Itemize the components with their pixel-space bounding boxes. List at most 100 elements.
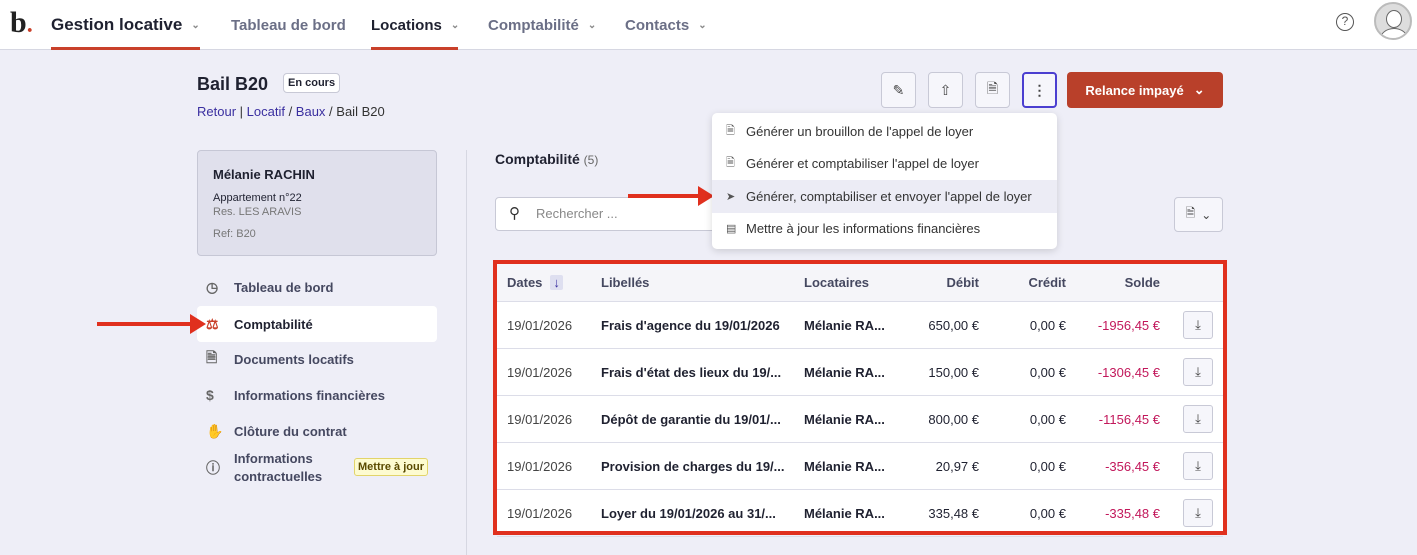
menu-label: Générer un brouillon de l'appel de loyer [746, 123, 974, 139]
sidebar-item-comptabilite[interactable]: ⚖ Comptabilité [197, 306, 437, 342]
menu-label: Générer et comptabiliser l'appel de loye… [746, 156, 979, 172]
sidebar-item-informations-contractuelles[interactable]: ⓘ Informations contractuelles [197, 449, 437, 487]
table-row[interactable]: 19/01/2026 Frais d'agence du 19/01/2026 Mé… [497, 302, 1223, 349]
cell-solde: -1306,45 € [1097, 364, 1160, 380]
cell-credit: 0,00 € [1029, 364, 1066, 380]
cell-locataire: Mélanie RA... [804, 317, 885, 333]
nav-comptabilite[interactable]: Comptabilité ⌄ [488, 0, 596, 50]
sidebar-item-informations-financieres[interactable]: $ Informations financières [197, 377, 437, 413]
cell-locataire: Mélanie RA... [804, 411, 885, 427]
document-button[interactable]: 🗎 [975, 72, 1010, 108]
cell-debit: 150,00 € [928, 364, 979, 380]
divider [466, 150, 467, 555]
tenant-card: Mélanie RACHIN Appartement n°22 Res. LES… [197, 150, 437, 256]
download-button[interactable]: ⤓ [1183, 452, 1213, 480]
cell-libelle: Frais d'agence du 19/01/2026 [601, 317, 780, 333]
menu-item-comptabiliser[interactable]: 🗎 Générer et comptabiliser l'appel de loy… [712, 148, 1057, 181]
menu-item-maj-financieres[interactable]: ▤ Mettre à jour les informations financiè… [712, 213, 1057, 246]
download-button[interactable]: ⤓ [1183, 358, 1213, 386]
cell-solde: -1156,45 € [1098, 411, 1160, 427]
table-row[interactable]: 19/01/2026 Dépôt de garantie du 19/01/...… [497, 396, 1223, 443]
gauge-icon: ◷ [206, 278, 219, 295]
chevron-down-icon: ⌄ [450, 19, 460, 31]
table-header: Dates ↓ Libellés Locataires Débit Crédit … [497, 264, 1223, 302]
nav-label: Locations [371, 16, 442, 34]
export-button[interactable]: 🗎 ⌄ [1174, 197, 1223, 232]
top-header: b. Gestion locative ⌄ Tableau de bord Loc… [0, 0, 1417, 50]
header-dates[interactable]: Dates ↓ [507, 264, 563, 301]
download-icon: ⤓ [1195, 458, 1201, 473]
cell-date: 19/01/2026 [507, 317, 573, 333]
residence-label: Res. LES ARAVIS [213, 206, 302, 218]
header-libelles: Libellés [601, 275, 650, 290]
download-button[interactable]: ⤓ [1183, 499, 1213, 527]
cell-date: 19/01/2026 [507, 364, 573, 380]
scales-icon: ⚖ [206, 315, 219, 332]
annotation-arrow [97, 314, 206, 334]
upload-button[interactable]: ⇧ [928, 72, 963, 108]
section-title: Comptabilité (5) [495, 151, 598, 167]
info-icon: ⓘ [206, 460, 220, 476]
nav-tableau-de-bord[interactable]: Tableau de bord [231, 0, 346, 50]
cell-locataire: Mélanie RA... [804, 458, 885, 474]
header-solde: Solde [1124, 275, 1160, 290]
cell-libelle: Loyer du 19/01/2026 au 31/... [601, 505, 776, 521]
cell-credit: 0,00 € [1029, 505, 1066, 521]
app-switcher[interactable]: Gestion locative ⌄ [51, 0, 200, 50]
handshake-icon: ✋ [206, 422, 224, 439]
help-icon[interactable]: ? [1336, 13, 1354, 31]
download-button[interactable]: ⤓ [1183, 405, 1213, 433]
actions-menu: 🗎 Générer un brouillon de l'appel de loye… [712, 113, 1057, 249]
nav-locations[interactable]: Locations ⌄ [371, 0, 460, 50]
header-locataires: Locataires [804, 275, 870, 290]
relance-label: Relance impayé [1085, 82, 1184, 98]
download-icon: ⤓ [1195, 505, 1201, 520]
cell-libelle: Dépôt de garantie du 19/01/... [601, 411, 781, 427]
cell-solde: -356,45 € [1105, 458, 1160, 474]
cell-date: 19/01/2026 [507, 458, 573, 474]
tenant-name: Mélanie RACHIN [213, 167, 315, 182]
cell-debit: 20,97 € [935, 458, 979, 474]
app-name: Gestion locative [51, 15, 183, 34]
breadcrumb-locatif[interactable]: Locatif [246, 104, 285, 119]
file-download-icon: 🗎 [1185, 206, 1196, 220]
sidebar-label-line1: Informations [234, 451, 313, 466]
chevron-down-icon: ⌄ [698, 19, 707, 31]
sidebar-label: Documents locatifs [234, 351, 354, 367]
nav-contacts[interactable]: Contacts ⌄ [625, 0, 707, 50]
download-button[interactable]: ⤓ [1183, 311, 1213, 339]
sidebar-item-cloture[interactable]: ✋ Clôture du contrat [197, 413, 437, 449]
logo[interactable]: b. [10, 6, 33, 39]
breadcrumb-current: Bail B20 [336, 104, 385, 119]
breadcrumb: Retour | Locatif / Baux / Bail B20 [197, 104, 385, 119]
sort-arrow-down-icon[interactable]: ↓ [550, 275, 563, 290]
update-badge[interactable]: Mettre à jour [354, 458, 429, 476]
relance-impaye-button[interactable]: Relance impayé ⌄ [1067, 72, 1223, 108]
section-count: (5) [583, 153, 599, 167]
table-row[interactable]: 19/01/2026 Loyer du 19/01/2026 au 31/... M… [497, 490, 1223, 537]
menu-item-envoyer[interactable]: ➤ Générer, comptabiliser et envoyer l'app… [712, 180, 1057, 213]
cell-credit: 0,00 € [1029, 411, 1066, 427]
table-row[interactable]: 19/01/2026 Frais d'état des lieux du 19/.… [497, 349, 1223, 396]
search-input[interactable]: ⚲ Rechercher ... [495, 197, 725, 231]
sidebar-item-documents[interactable]: 🗎 Documents locatifs [197, 341, 437, 377]
cell-credit: 0,00 € [1029, 458, 1066, 474]
cell-libelle: Frais d'état des lieux du 19/... [601, 364, 782, 380]
breadcrumb-retour[interactable]: Retour [197, 104, 237, 119]
document-icon: 🗎 [726, 124, 735, 137]
unit-label: Appartement n°22 [213, 192, 302, 204]
edit-button[interactable]: ✎ [881, 72, 916, 108]
download-icon: ⤓ [1195, 411, 1201, 426]
chevron-down-icon: ⌄ [587, 19, 597, 31]
money-bag-icon: $ [206, 387, 214, 403]
avatar[interactable] [1374, 2, 1412, 40]
table-row[interactable]: 19/01/2026 Provision de charges du 19/...… [497, 443, 1223, 490]
download-icon: ⤓ [1195, 364, 1201, 379]
more-actions-button[interactable]: ⋮ [1022, 72, 1057, 108]
sidebar-label: Informations contractuelles [234, 450, 322, 486]
breadcrumb-baux[interactable]: Baux [295, 104, 326, 119]
sidebar-item-tableau-de-bord[interactable]: ◷ Tableau de bord [197, 269, 437, 305]
nav-label: Contacts [625, 16, 690, 34]
menu-item-brouillon[interactable]: 🗎 Générer un brouillon de l'appel de loye… [712, 115, 1057, 148]
cell-solde: -1956,45 € [1097, 317, 1160, 333]
